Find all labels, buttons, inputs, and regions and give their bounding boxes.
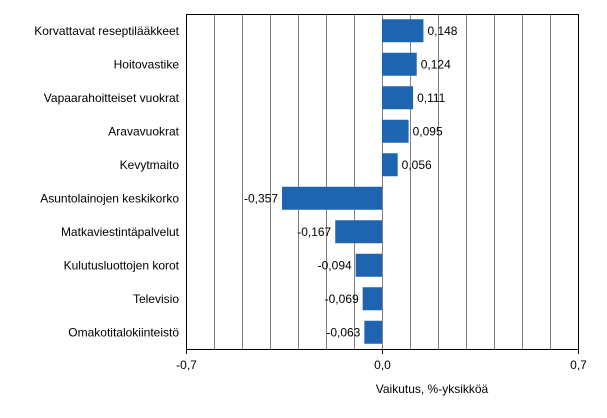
bar (382, 52, 417, 76)
x-tick-label: 0,7 (570, 358, 587, 372)
bar (355, 253, 382, 277)
value-label: -0,094 (318, 258, 352, 272)
bar (382, 153, 398, 177)
bar (364, 320, 382, 344)
value-label: 0,056 (402, 158, 432, 172)
category-label: Matkaviestintäpalvelut (61, 225, 180, 239)
value-label: -0,063 (326, 325, 360, 339)
category-label: Kevytmaito (120, 158, 180, 172)
value-label: 0,095 (413, 124, 443, 138)
bar (382, 86, 414, 110)
bar (362, 287, 382, 311)
bars (282, 19, 424, 344)
value-label: 0,148 (427, 24, 457, 38)
bar (335, 220, 382, 244)
category-label: Omakotitalokiinteistö (68, 325, 179, 339)
category-label: Vapaarahoitteiset vuokrat (44, 91, 180, 105)
category-label: Asuntolainojen keskikorko (40, 191, 179, 205)
category-label: Korvattavat reseptilääkkeet (34, 24, 179, 38)
value-labels: 0,148 0,124 0,111 0,095 0,056 -0,357 -0,167 -0,… (244, 24, 458, 340)
bar (282, 186, 382, 210)
x-axis-title: Vaikutus, %-yksikköä (376, 382, 489, 396)
bar (382, 19, 424, 43)
grid-lines (214, 14, 551, 349)
bar (382, 119, 409, 143)
value-label: 0,111 (417, 91, 446, 105)
x-tick-label: 0,0 (374, 358, 391, 372)
value-label: -0,167 (297, 225, 331, 239)
category-label: Aravavuokrat (108, 124, 179, 138)
value-label: 0,124 (421, 57, 451, 71)
x-axis-ticks: -0,7 0,0 0,7 (176, 349, 587, 372)
value-label: -0,069 (325, 292, 359, 306)
value-label: -0,357 (244, 191, 278, 205)
category-label: Hoitovastike (114, 57, 180, 71)
category-label: Televisio (133, 292, 179, 306)
x-tick-label: -0,7 (176, 358, 197, 372)
category-labels: Korvattavat reseptilääkkeet Hoitovastike V… (34, 24, 179, 340)
category-label: Kulutusluottojen korot (64, 258, 180, 272)
